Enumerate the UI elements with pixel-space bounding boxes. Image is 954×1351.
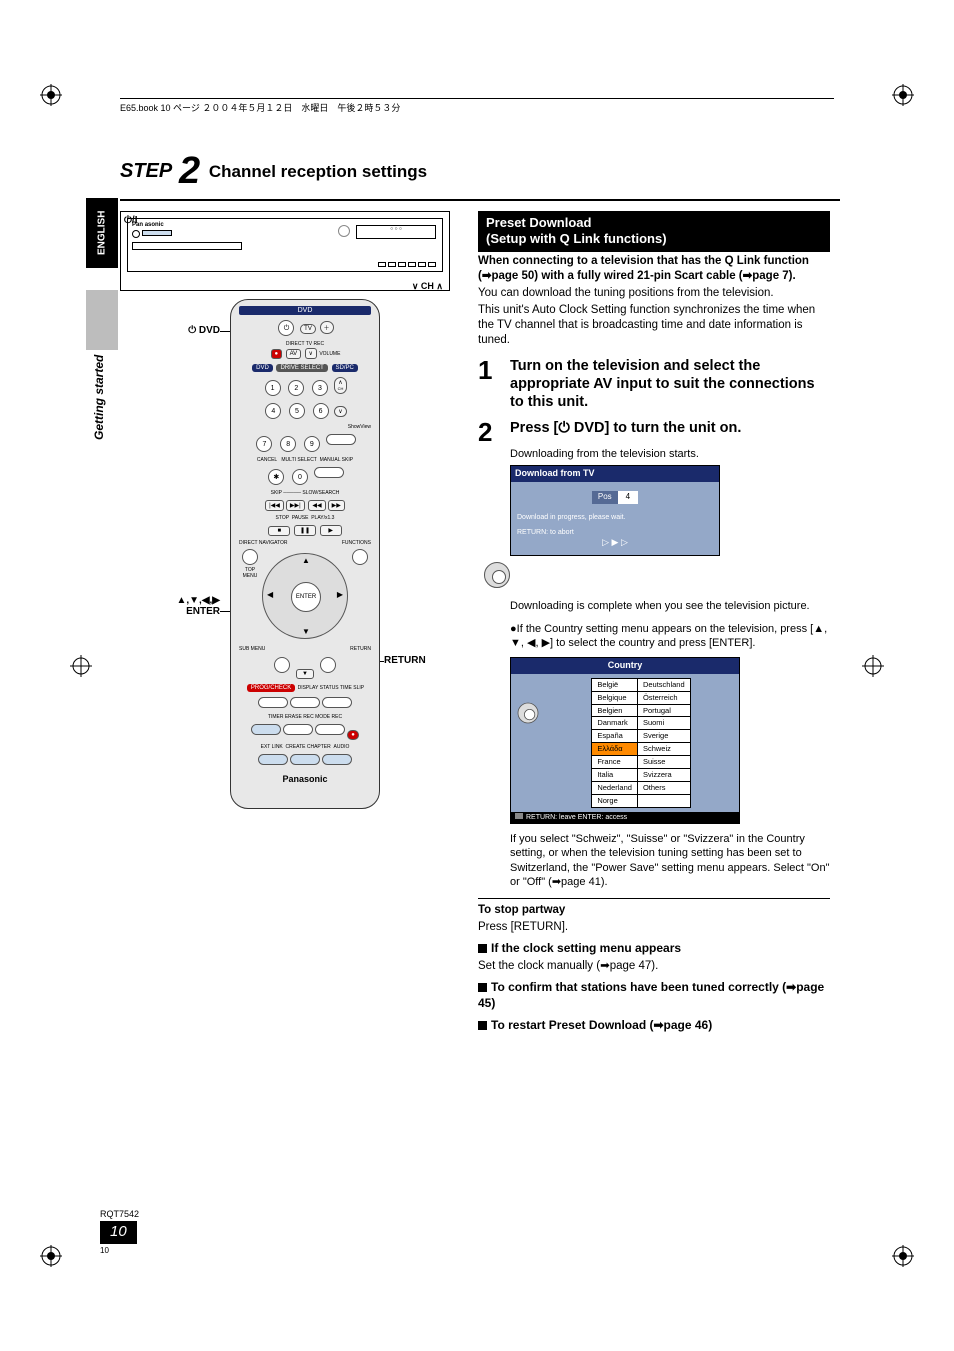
callout-return: RETURN [384, 655, 426, 666]
country-menu-screen: Country BelgiëDeutschland BelgiqueÖsterr… [510, 657, 740, 824]
step-2: 2 Press [⏻ DVD] to turn the unit on. [478, 419, 830, 445]
submenu-label: SUB MENU [239, 646, 265, 652]
unit-front-panel: Pan asonic ○ ○ ○ ∨ CH ∧ [120, 211, 450, 291]
clock-body: Set the clock manually (➡page 47). [478, 959, 830, 974]
section-label: Getting started [92, 355, 106, 440]
remote-dvd-banner: DVD [239, 306, 371, 315]
title-rule [120, 199, 840, 201]
numkey: 9 [304, 436, 320, 452]
country-footer: RETURN: leave ENTER: access [526, 814, 627, 821]
step-text-1: Turn on the television and select the ap… [510, 357, 830, 411]
functions-label: FUNCTIONS [342, 540, 371, 546]
progcheck-button: PROG/CHECK [247, 684, 295, 692]
crop-mark [40, 1245, 62, 1267]
swiss-note: If you select "Schweiz", "Suisse" or "Sv… [510, 832, 830, 890]
numkey: 8 [280, 436, 296, 452]
nav-wheel: ▲ ▼ ◀ ▶ ENTER [262, 553, 348, 639]
manual-skip-label: MANUAL SKIP [320, 457, 353, 463]
step-word: STEP [120, 160, 172, 182]
intro-p1: You can download the tuning positions fr… [478, 286, 830, 301]
brand-logo: Panasonic [239, 774, 371, 784]
callout-dvd: ⏻ DVD [120, 325, 220, 336]
restart-header: To restart Preset Download (➡page 46) [478, 1018, 830, 1034]
multi-label: MULTI SELECT [281, 457, 316, 463]
crop-mark [70, 655, 92, 677]
step2-sub: Downloading from the television starts. [510, 447, 830, 462]
power-icon: ⏻ [278, 320, 294, 336]
country-table: BelgiëDeutschland BelgiqueÖsterreich Bel… [591, 678, 690, 808]
numkey: 4 [265, 403, 281, 419]
enter-button: ENTER [291, 582, 321, 612]
step-1: 1 Turn on the television and select the … [478, 357, 830, 411]
doc-code: RQT7542 [100, 1209, 139, 1219]
clock-header: If the clock setting menu appears [478, 941, 830, 957]
download-arrows: ▷ ▶ ▷ [517, 537, 713, 549]
download-title: Download from TV [511, 466, 719, 482]
numkey: 5 [289, 403, 305, 419]
country-bullet: ●If the Country setting menu appears on … [510, 622, 830, 651]
direct-tv-rec-label: DIRECT TV REC [286, 341, 324, 347]
header-meta: E65.book 10 ページ ２００４年５月１２日 水曜日 午後２時５３分 [120, 98, 834, 114]
numkey: 0 [292, 469, 308, 485]
skip-label: SKIP [271, 490, 282, 496]
volume-label: VOLUME [319, 351, 340, 357]
page-number-small: 10 [100, 1246, 139, 1255]
tv-button: TV [300, 324, 316, 334]
showview-label: ShowView [239, 424, 371, 430]
download-tv-screen: Download from TV Pos4 Download in progre… [510, 465, 720, 556]
drive-select-button: DRIVE SELECT [276, 364, 327, 372]
dvd-select-button: DVD [252, 364, 273, 372]
enter-wheel-icon [518, 702, 539, 723]
side-gray-tab [86, 290, 118, 350]
cancel-label: CANCEL [257, 457, 277, 463]
crop-mark [892, 84, 914, 106]
step-number: 2 [179, 150, 200, 192]
ch-callout: ∨ CH ∧ [412, 281, 443, 292]
return-label: RETURN [350, 646, 371, 652]
crop-mark [862, 655, 884, 677]
callout-enter: ▲,▼,◀,▶ ENTER [120, 595, 220, 617]
direct-nav-label: DIRECT NAVIGATOR [239, 540, 288, 546]
numkey: 3 [312, 380, 328, 396]
language-tab: ENGLISH [86, 198, 118, 268]
header-text: E65.book 10 ページ ２００４年５月１２日 水曜日 午後２時５３分 [120, 103, 400, 113]
pos-label: Pos [592, 491, 618, 504]
section-header-line2: (Setup with Q Link functions) [486, 231, 822, 247]
download-progress-text: Download in progress, please wait. [517, 513, 713, 522]
right-column: Preset Download (Setup with Q Link funct… [478, 211, 830, 1036]
section-header-line1: Preset Download [486, 215, 822, 231]
title-text: Channel reception settings [209, 162, 427, 181]
numkey: 6 [313, 403, 329, 419]
crop-mark [40, 84, 62, 106]
sd-pc-button: SD/PC [332, 364, 358, 372]
section-header: Preset Download (Setup with Q Link funct… [478, 211, 830, 252]
confirm-header: To confirm that stations have been tuned… [478, 980, 830, 1012]
intro-bold: When connecting to a television that has… [478, 254, 830, 284]
enter-wheel-icon [484, 562, 510, 588]
page-footer: RQT7542 10 10 [100, 1209, 139, 1255]
remote-control: DVD ⏻ TV ＋ DIRECT TV REC ● AV ∨ VOLUME [230, 299, 380, 809]
step-text-2: Press [⏻ DVD] to turn the unit on. [510, 419, 830, 445]
pos-value: 4 [618, 491, 638, 504]
unit-display: ○ ○ ○ [356, 225, 436, 239]
page-content: STEP 2 Channel reception settings ⏻/I Pa… [120, 150, 840, 1036]
download-abort-text: RETURN: to abort [517, 528, 713, 537]
stop-partway-body: Press [RETURN]. [478, 920, 830, 935]
intro-p2: This unit's Auto Clock Setting function … [478, 303, 830, 349]
download-done-text: Downloading is complete when you see the… [510, 599, 830, 614]
numkey: 7 [256, 436, 272, 452]
av-button: AV [286, 349, 302, 359]
slow-label: SLOW/SEARCH [302, 490, 339, 496]
numkey: 1 [265, 380, 281, 396]
left-column: ⏻/I Pan asonic ○ ○ ○ ∨ CH ∧ ⏻ DVD ▲,▼,◀,… [120, 211, 450, 1036]
country-title: Country [511, 658, 739, 674]
page-title: STEP 2 Channel reception settings [120, 150, 840, 193]
stop-partway-header: To stop partway [478, 903, 830, 918]
step-number-1: 1 [478, 357, 500, 411]
crop-mark [892, 1245, 914, 1267]
step-number-2: 2 [478, 419, 500, 445]
numkey: 2 [288, 380, 304, 396]
page-number: 10 [100, 1221, 137, 1244]
